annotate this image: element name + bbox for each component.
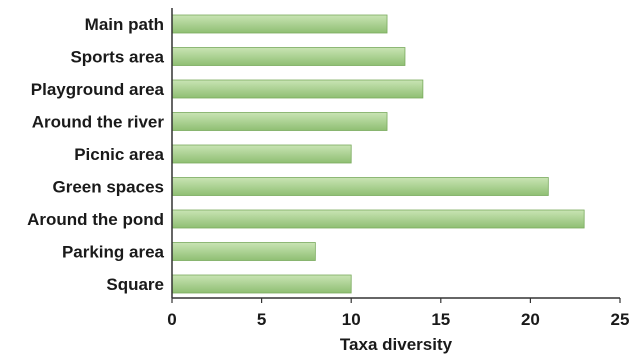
bar-square	[171, 274, 352, 294]
bar-picnic-area	[171, 144, 352, 164]
x-tick-label-15: 15	[431, 310, 450, 329]
x-axis-title: Taxa diversity	[340, 335, 453, 354]
category-label-sports-area: Sports area	[70, 48, 164, 67]
bar-around-the-pond	[171, 209, 585, 229]
x-axis	[171, 8, 621, 303]
x-tick-label-10: 10	[342, 310, 361, 329]
x-tick-labels: 0 5 10 15 20 25	[167, 310, 629, 329]
category-label-green-spaces: Green spaces	[52, 178, 164, 197]
category-label-picnic-area: Picnic area	[74, 145, 164, 164]
x-tick-label-20: 20	[521, 310, 540, 329]
x-tick-label-0: 0	[167, 310, 176, 329]
bar-main-path	[171, 14, 388, 34]
category-label-around-the-pond: Around the pond	[27, 210, 164, 229]
x-tick-label-5: 5	[257, 310, 266, 329]
bar-around-the-river	[171, 112, 388, 131]
category-label-main-path: Main path	[85, 15, 164, 34]
category-labels: Main path Sports area Playground area Aroun…	[27, 15, 164, 294]
bar-sports-area	[171, 47, 406, 66]
bar-parking-area	[171, 242, 316, 261]
bar-playground-area	[171, 79, 424, 99]
bars	[171, 14, 585, 294]
category-label-square: Square	[106, 275, 164, 294]
bar-green-spaces	[171, 177, 549, 196]
category-label-playground-area: Playground area	[31, 80, 165, 99]
category-label-around-the-river: Around the river	[32, 113, 165, 132]
category-label-parking-area: Parking area	[62, 243, 165, 262]
x-tick-label-25: 25	[611, 310, 630, 329]
